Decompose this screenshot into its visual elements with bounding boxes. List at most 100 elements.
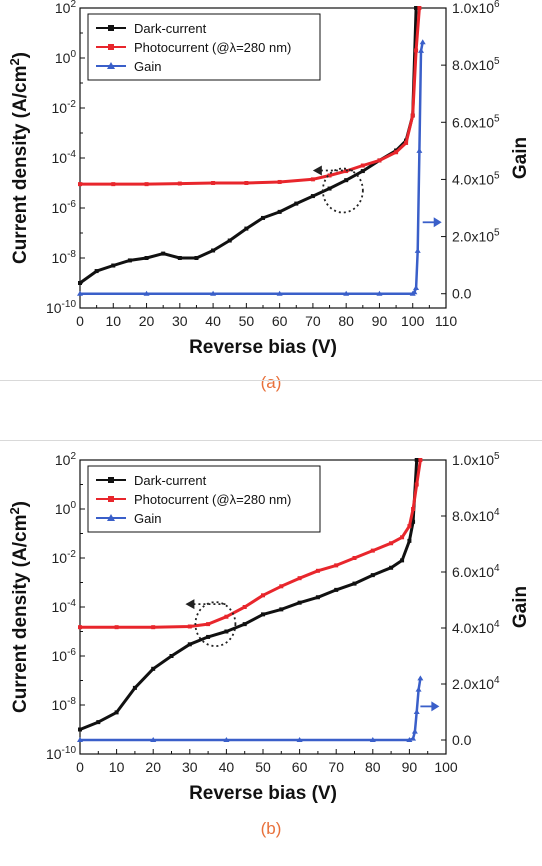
y-tick-label-exp: 0 (70, 500, 76, 511)
y-tick-label-exp: -2 (67, 99, 76, 110)
y-tick-label-base: 10 (52, 250, 68, 266)
y2-axis-label: Gain (510, 586, 531, 628)
x-tick-label: 60 (292, 759, 308, 775)
legend-marker (108, 477, 114, 483)
x-tick-label: 30 (172, 313, 188, 329)
data-point (177, 256, 182, 260)
y-tick-label-base: 10 (55, 0, 71, 16)
y2-tick-label-exp: 6 (494, 0, 500, 10)
y-tick-label: 10-10 (46, 299, 76, 316)
y-tick-label-base: 10 (52, 648, 68, 664)
y2-tick-label-base: 4.0x10 (452, 620, 494, 636)
data-point (414, 482, 419, 487)
data-point (407, 524, 412, 529)
data-point (360, 169, 365, 174)
data-point (334, 563, 339, 568)
y2-tick-label-base: 6.0x10 (452, 564, 494, 580)
y2-tick-label: 1.0x106 (452, 0, 500, 16)
x-axis-label: Reverse bias (V) (189, 783, 337, 804)
y-tick-label-exp: -8 (67, 696, 76, 707)
data-point (343, 290, 350, 296)
data-point (169, 654, 174, 658)
y2-tick-label-base: 8.0x10 (452, 57, 494, 73)
y2-tick-label-base: 1.0x10 (452, 452, 494, 468)
data-point (394, 150, 399, 155)
x-tick-label: 40 (219, 759, 235, 775)
data-point (352, 581, 357, 586)
y-tick-label: 10-8 (52, 696, 77, 713)
y2-tick-label: 2.0x104 (452, 675, 500, 692)
y2-tick-label-base: 6.0x10 (452, 114, 494, 130)
data-point (78, 182, 82, 187)
data-point (418, 458, 423, 462)
data-point (315, 595, 320, 600)
panel-separator (0, 380, 542, 381)
legend-marker (107, 514, 115, 521)
arrow-head-icon (185, 599, 195, 610)
y-tick-label: 10-4 (52, 149, 77, 166)
data-point (404, 140, 409, 145)
y2-tick-label-exp: 5 (494, 113, 500, 124)
series-line-dark-current (79, 459, 419, 731)
y-axis-label: Current density (A/cm2) (7, 52, 31, 264)
data-point (419, 39, 426, 45)
data-point (389, 541, 394, 546)
data-point (151, 625, 156, 630)
data-point (242, 622, 247, 627)
y-tick-label: 10-2 (52, 549, 77, 566)
y2-tick-label: 1.0x105 (452, 451, 500, 468)
x-tick-label: 100 (434, 759, 458, 775)
data-point (77, 290, 83, 296)
data-point (244, 226, 249, 231)
y-tick-label-exp: -10 (62, 299, 77, 310)
y-tick-label: 10-4 (52, 598, 77, 615)
data-point (297, 576, 302, 581)
data-point (360, 163, 365, 168)
y-tick-label-exp: -4 (67, 149, 76, 160)
x-tick-label: 0 (76, 759, 84, 775)
chart-b: 0 10 20 30 40 50 60 70 80 90 10010210010-210-410-6… (7, 451, 531, 838)
y2-tick-label-base: 0.0 (452, 286, 472, 302)
y-tick-label-exp: 2 (70, 451, 76, 462)
y2-tick-label: 4.0x104 (452, 619, 500, 636)
data-point (111, 182, 116, 187)
y2-axis-label: Gain (510, 137, 531, 179)
legend-label: Photocurrent (@λ=280 nm) (134, 40, 291, 55)
data-point (78, 281, 82, 285)
data-point (377, 158, 382, 163)
y2-tick-label: 8.0x104 (452, 507, 500, 524)
x-tick-label: 40 (205, 313, 221, 329)
annotation-circle (194, 601, 237, 648)
y-axis-label-sup: 2 (7, 58, 22, 65)
x-axis-label: Reverse bias (V) (189, 337, 337, 358)
data-point (407, 538, 412, 543)
y-tick-label-base: 10 (52, 100, 68, 116)
y2-tick-label-base: 2.0x10 (452, 676, 494, 692)
data-point (369, 737, 376, 742)
x-tick-label: 20 (145, 759, 161, 775)
data-point (310, 194, 315, 199)
data-point (242, 605, 247, 609)
x-tick-label: 30 (182, 759, 198, 775)
legend-marker (107, 62, 115, 69)
data-point (127, 258, 132, 263)
x-tick-label: 50 (239, 313, 255, 329)
data-point (414, 458, 419, 462)
data-point (144, 182, 149, 187)
y-tick-label: 10-2 (52, 99, 77, 116)
data-point (297, 600, 302, 605)
x-tick-label: 70 (305, 313, 321, 329)
y-tick-label: 10-10 (46, 745, 76, 762)
data-point (389, 565, 394, 570)
x-tick-label: 90 (372, 313, 388, 329)
y-tick-label-exp: 2 (70, 0, 76, 10)
y-tick-label-base: 10 (55, 50, 71, 66)
data-point (114, 625, 119, 630)
y2-tick-label: 8.0x105 (452, 56, 500, 73)
data-point (206, 634, 211, 639)
x-tick-label: 60 (272, 313, 288, 329)
data-point (352, 556, 357, 560)
y2-tick-label: 0.0 (452, 732, 472, 748)
y2-tick-label-base: 1.0x10 (452, 0, 494, 16)
y-tick-label-exp: -6 (67, 199, 76, 210)
